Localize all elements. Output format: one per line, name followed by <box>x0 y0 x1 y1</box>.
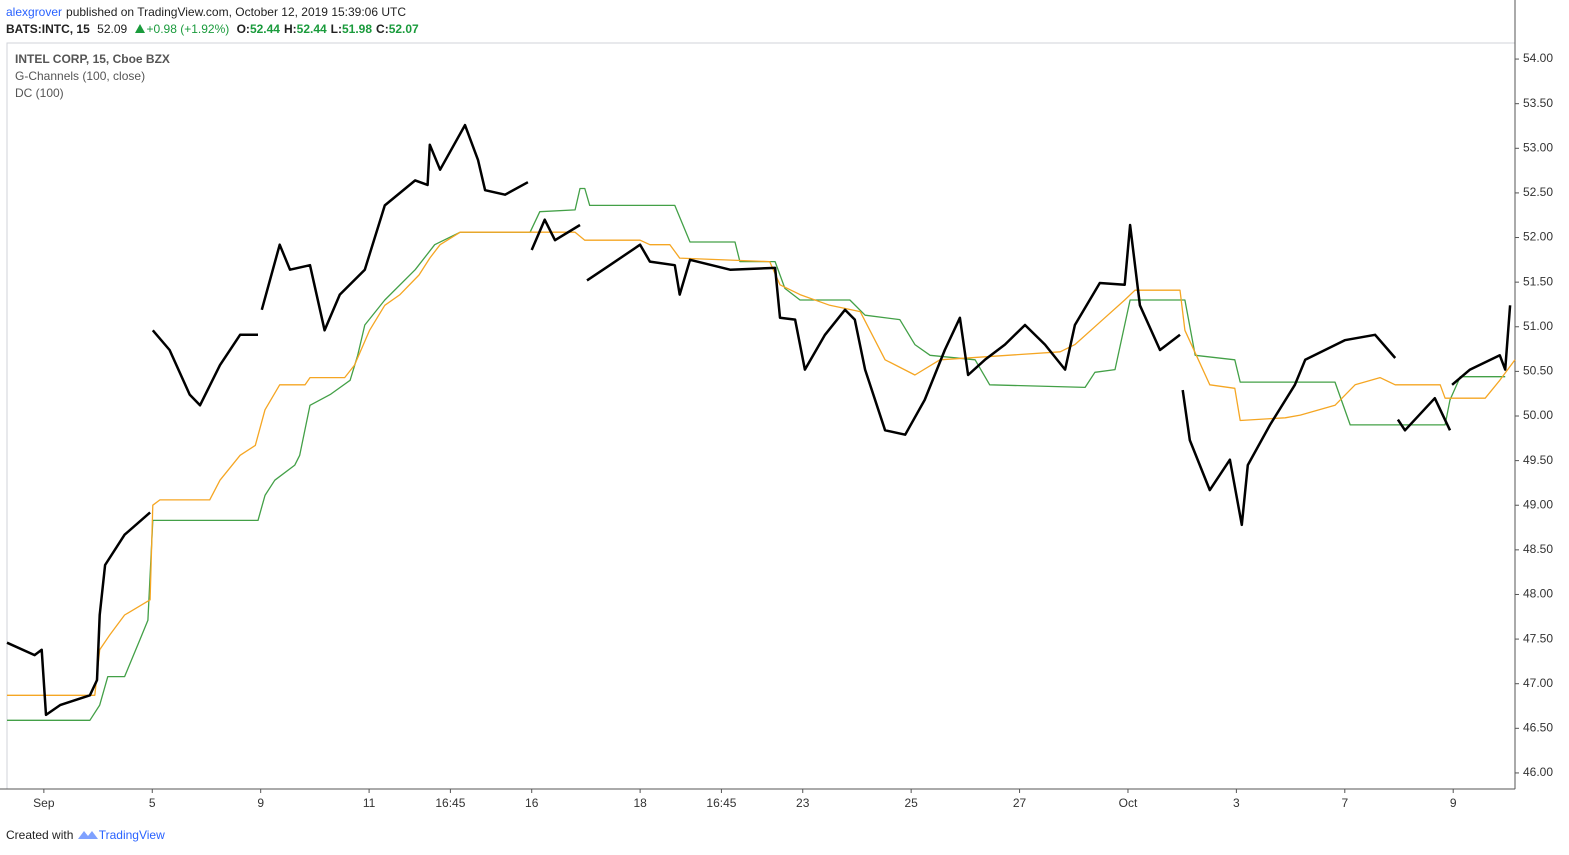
ohlc-value: 51.98 <box>342 22 373 36</box>
y-tick-label: 53.50 <box>1523 96 1553 110</box>
x-tick-label: 11 <box>363 796 376 810</box>
x-tick-label: 23 <box>796 796 810 810</box>
ohlc-label: L: <box>330 22 342 36</box>
x-tick-label: 9 <box>1450 796 1457 810</box>
footer: Created with TradingView <box>6 828 165 842</box>
x-tick-label: 27 <box>1013 796 1027 810</box>
y-tick-label: 46.50 <box>1523 720 1553 734</box>
x-tick-label: 16 <box>525 796 539 810</box>
x-tick-label: 9 <box>257 796 264 810</box>
brand[interactable]: TradingView <box>98 828 165 842</box>
y-tick-label: 52.00 <box>1523 230 1553 244</box>
y-tick-label: 53.00 <box>1523 140 1553 154</box>
x-tick-label: Oct <box>1119 796 1138 810</box>
x-tick-label: 25 <box>904 796 918 810</box>
y-tick-label: 48.50 <box>1523 542 1553 556</box>
plot-frame <box>6 42 1516 790</box>
y-tick-label: 51.00 <box>1523 319 1553 333</box>
legend-entry: G-Channels (100, close) <box>15 69 145 83</box>
ohlc: O:52.44 H:52.44 L:51.98 C:52.07 <box>237 22 423 36</box>
y-tick-label: 47.00 <box>1523 676 1553 690</box>
y-tick-label: 51.50 <box>1523 274 1553 288</box>
published: published on TradingView.com, October 12… <box>66 5 407 19</box>
ohlc-label: H: <box>283 22 297 36</box>
change: +0.98 (+1.92%) <box>146 22 230 36</box>
legend-entry: DC (100) <box>15 86 64 100</box>
x-tick-label: 18 <box>633 796 647 810</box>
y-tick-label: 52.50 <box>1523 185 1553 199</box>
ohlc-label: C: <box>376 22 389 36</box>
x-tick-label: Sep <box>33 796 55 810</box>
legend-entry: INTEL CORP, 15, Cboe BZX <box>15 52 170 66</box>
last-price: 52.09 <box>97 22 128 36</box>
author[interactable]: alexgrover <box>6 5 63 19</box>
x-tick-label: 3 <box>1233 796 1240 810</box>
publish-line: alexgrover published on TradingView.com, … <box>6 5 410 19</box>
quote-line: BATS:INTC, 15 52.09 +0.98 (+1.92%) O:52.… <box>6 22 427 36</box>
x-tick-label: 5 <box>149 796 156 810</box>
legend: INTEL CORP, 15, Cboe BZX G-Channels (100,… <box>15 52 170 100</box>
y-tick-label: 49.00 <box>1523 497 1553 511</box>
symbol: BATS:INTC, 15 <box>6 22 90 36</box>
y-tick-label: 47.50 <box>1523 631 1553 645</box>
y-tick-label: 50.50 <box>1523 364 1553 378</box>
series-line <box>7 231 1516 696</box>
ohlc-value: 52.07 <box>388 22 419 36</box>
series-line <box>7 187 1506 721</box>
ohlc-value: 52.44 <box>249 22 280 36</box>
series-line <box>6 123 1512 717</box>
tv-logo <box>77 831 98 839</box>
ohlc-label: O: <box>236 22 250 36</box>
y-tick-label: 54.00 <box>1523 51 1553 65</box>
x-tick-label: 7 <box>1341 796 1348 810</box>
x-tick-label: 16:45 <box>706 796 736 810</box>
y-tick-label: 50.00 <box>1523 408 1553 422</box>
y-tick-label: 49.50 <box>1523 453 1553 467</box>
x-tick-label: 16:45 <box>435 796 465 810</box>
y-tick-label: 46.00 <box>1523 765 1553 779</box>
up-arrow <box>134 24 145 33</box>
created-with: Created with <box>6 828 74 842</box>
ohlc-value: 52.44 <box>296 22 327 36</box>
y-tick-label: 48.00 <box>1523 587 1553 601</box>
